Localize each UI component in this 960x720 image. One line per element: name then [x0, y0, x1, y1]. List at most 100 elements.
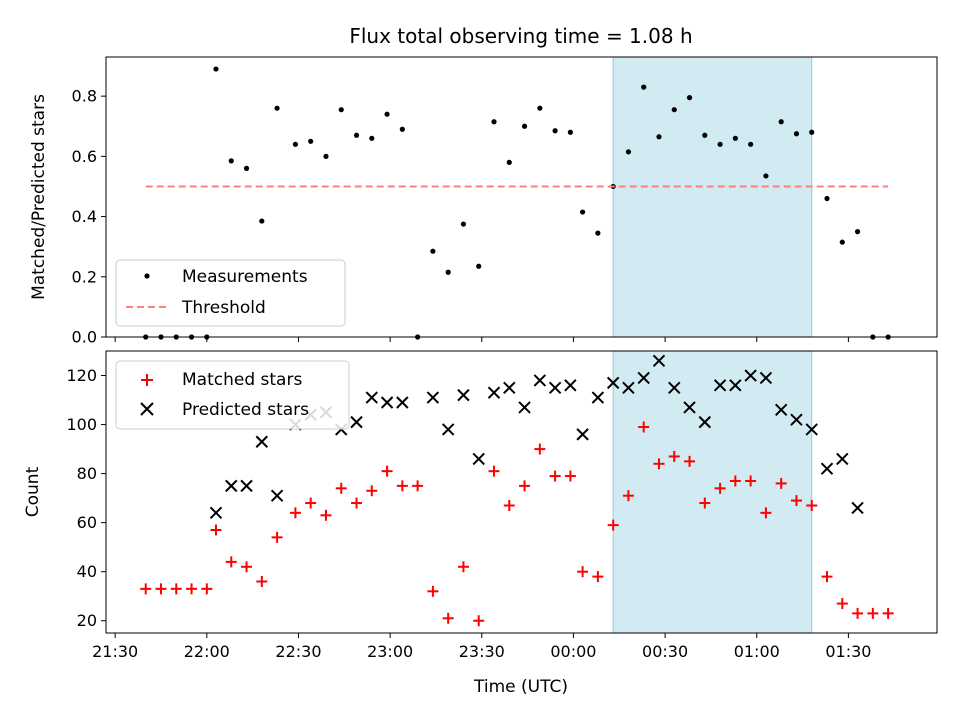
predicted-star-point	[350, 415, 363, 429]
x-tick-label: 01:30	[825, 642, 871, 661]
measurement-point	[552, 128, 558, 134]
marker-stroke	[533, 374, 547, 387]
measurement-point	[793, 131, 800, 137]
top-panel: 0.00.20.40.60.8 Matched/Predicted stars …	[29, 56, 938, 347]
measurement-point	[595, 230, 601, 236]
measurement-point	[580, 209, 586, 215]
y-tick-label: 20	[77, 611, 97, 630]
matched-star-point	[335, 482, 347, 494]
bottom-y-ticks: 20 40 60 80 100 120	[66, 366, 106, 630]
measurement-point	[625, 149, 632, 155]
matched-star-point	[381, 465, 393, 477]
shaded-span	[612, 350, 813, 634]
measurement-point	[671, 107, 677, 113]
marker-stroke	[759, 371, 773, 385]
matched-star-point	[256, 576, 268, 588]
matched-star-point	[503, 499, 515, 511]
predicted-star-point	[591, 391, 605, 404]
measurement-point	[384, 111, 390, 117]
measurement-point	[656, 134, 662, 140]
y-tick-label: 80	[77, 464, 97, 483]
matched-star-point	[473, 615, 485, 627]
measurement-point	[228, 158, 234, 164]
matched-star-point	[729, 475, 741, 487]
predicted-star-point	[564, 379, 577, 392]
y-tick-label: 120	[66, 366, 97, 385]
predicted-star-point	[487, 386, 501, 399]
predicted-star-point	[255, 435, 269, 448]
matched-star-point	[607, 519, 619, 531]
measurement-point	[839, 239, 845, 245]
marker-stroke	[457, 388, 470, 402]
marker-stroke	[225, 479, 238, 493]
matched-star-point	[427, 585, 439, 597]
predicted-star-point	[365, 391, 379, 404]
measurement-point	[854, 229, 861, 235]
matched-star-point	[622, 490, 634, 502]
legend-matched-label: Matched stars	[182, 370, 302, 390]
measurement-point	[323, 153, 329, 159]
measurement-point	[506, 159, 512, 165]
marker-stroke	[396, 396, 409, 409]
marker-stroke	[851, 501, 864, 515]
marker-stroke	[805, 423, 818, 436]
measurement-point	[369, 135, 375, 141]
matched-star-point	[668, 450, 680, 462]
measurement-point	[537, 105, 543, 111]
marker-stroke	[790, 413, 803, 426]
predicted-star-point	[698, 415, 712, 429]
bottom-x-axis-label: Time (UTC)	[473, 677, 568, 697]
predicted-star-point	[548, 381, 562, 394]
marker-stroke	[472, 452, 485, 466]
x-tick-label: 00:30	[642, 642, 688, 661]
top-x-ticks	[114, 337, 849, 342]
marker-stroke	[713, 379, 727, 392]
matched-star-point	[867, 607, 879, 619]
measurement-point	[491, 119, 497, 125]
predicted-star-point	[790, 413, 803, 426]
matched-star-point	[760, 507, 772, 519]
measurement-point	[243, 165, 250, 171]
matched-star-point	[155, 583, 167, 595]
measurement-point	[399, 126, 405, 132]
matched-star-point	[366, 485, 378, 497]
predicted-star-point	[606, 376, 620, 390]
predicted-star-point	[209, 506, 223, 520]
measurement-point	[460, 221, 467, 227]
x-tick-label: 00:00	[550, 642, 596, 661]
marker-stroke	[698, 415, 712, 429]
measurement-point	[778, 119, 784, 125]
top-legend: Measurements Threshold	[115, 259, 346, 327]
matched-star-point	[684, 455, 696, 467]
x-tick-label: 22:00	[184, 642, 230, 661]
y-tick-label: 100	[66, 415, 97, 434]
marker-stroke	[503, 381, 516, 394]
matched-star-point	[412, 480, 424, 492]
marker-stroke	[774, 403, 788, 417]
matched-star-point	[699, 497, 711, 509]
matched-star-point	[351, 497, 363, 509]
matched-star-point	[170, 583, 182, 595]
matched-star-point	[534, 443, 546, 455]
measurement-point	[292, 141, 299, 147]
predicted-star-point	[240, 479, 253, 493]
legend-predicted-label: Predicted stars	[182, 400, 309, 420]
marker-stroke	[209, 506, 223, 520]
measurement-point	[353, 132, 360, 138]
bottom-axes-frame	[105, 350, 938, 634]
top-y-ticks: 0.0 0.2 0.4 0.6 0.8	[72, 87, 106, 347]
predicted-star-point	[652, 354, 666, 368]
y-tick-label: 0.6	[72, 147, 97, 166]
marker-stroke	[668, 381, 681, 394]
matched-star-point	[305, 497, 317, 509]
x-tick-label: 22:30	[275, 642, 321, 661]
measurement-point	[702, 132, 708, 138]
predicted-star-point	[820, 462, 834, 475]
marker-stroke	[637, 371, 650, 385]
measurement-point	[567, 129, 573, 135]
legend-matched-marker	[141, 374, 153, 386]
y-tick-label: 60	[77, 513, 97, 532]
marker-stroke	[820, 462, 834, 475]
measurement-point	[809, 129, 815, 135]
top-axes-frame	[105, 56, 938, 338]
